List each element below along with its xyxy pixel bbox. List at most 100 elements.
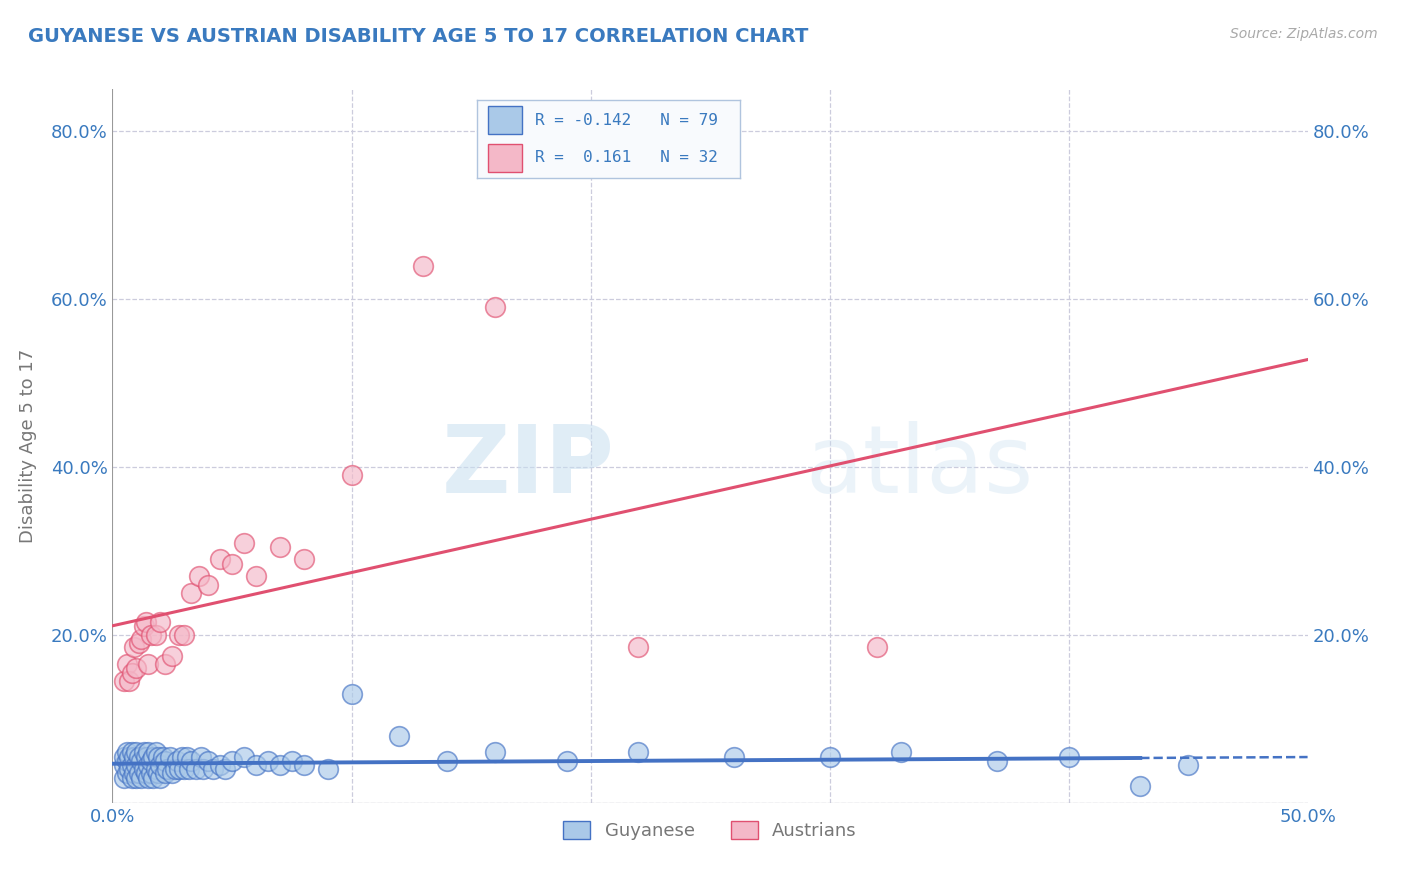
Point [159,749,181,764]
Point [145,762,167,776]
Point [128,749,150,764]
Point [125,771,148,785]
Point [118,674,141,689]
Point [149,758,172,772]
Point [153,754,176,768]
Point [122,766,145,780]
Point [132,762,155,776]
Point [281,754,304,768]
Point [190,749,212,764]
Point [186,762,208,776]
Point [115,657,138,672]
Point [138,771,160,785]
Point [340,687,363,701]
Point [245,758,267,772]
Point [269,758,291,772]
Point [180,586,202,600]
Point [627,746,650,760]
Point [209,552,232,566]
Text: GUYANESE VS AUSTRIAN DISABILITY AGE 5 TO 17 CORRELATION CHART: GUYANESE VS AUSTRIAN DISABILITY AGE 5 TO… [28,27,808,45]
Point [132,619,155,633]
Point [221,557,243,571]
Point [986,754,1008,768]
Point [115,754,138,768]
Point [138,657,160,672]
Point [484,301,506,315]
Point [233,749,256,764]
Point [135,615,157,630]
Point [156,762,179,776]
Point [121,746,143,760]
Point [627,640,650,655]
Point [484,746,506,760]
Point [122,749,145,764]
Point [125,746,148,760]
Point [818,749,841,764]
Point [128,636,150,650]
Point [115,766,138,780]
Point [146,766,169,780]
Point [149,771,172,785]
Point [132,746,155,760]
Point [114,749,135,764]
Point [162,648,183,663]
Point [245,569,267,583]
Point [340,468,363,483]
Point [269,540,291,554]
Point [121,758,143,772]
Point [125,661,148,675]
Point [173,762,195,776]
Point [135,766,157,780]
Legend: Guyanese, Austrians: Guyanese, Austrians [555,814,865,847]
Point [180,754,202,768]
Point [197,577,219,591]
Point [115,746,138,760]
Point [176,749,198,764]
Point [1057,749,1080,764]
Point [1129,779,1152,793]
Point [125,758,148,772]
Point [187,569,209,583]
Point [142,771,165,785]
Point [138,746,160,760]
Point [201,762,224,776]
Point [163,762,186,776]
Point [118,749,141,764]
Point [169,762,191,776]
Point [153,766,176,780]
Point [114,771,135,785]
Point [170,749,193,764]
Point [292,552,315,566]
Point [177,762,200,776]
Text: atlas: atlas [806,421,1033,514]
Point [145,628,167,642]
Point [292,758,315,772]
Point [173,628,195,642]
Point [197,754,219,768]
Point [118,762,141,776]
Point [128,766,150,780]
Point [139,628,162,642]
Point [114,758,135,772]
Point [388,729,411,743]
Y-axis label: Disability Age 5 to 17: Disability Age 5 to 17 [18,349,37,543]
Point [412,259,434,273]
Point [316,762,339,776]
Point [723,749,745,764]
Point [166,754,188,768]
Point [121,771,143,785]
Point [221,754,243,768]
Point [233,535,256,549]
Point [866,640,889,655]
Point [129,632,152,646]
Point [114,674,135,689]
Point [169,628,191,642]
Point [122,640,145,655]
Point [129,771,152,785]
Point [129,754,152,768]
Point [152,749,174,764]
Text: ZIP: ZIP [441,421,614,514]
Point [555,754,578,768]
Point [214,762,236,776]
Point [142,749,165,764]
